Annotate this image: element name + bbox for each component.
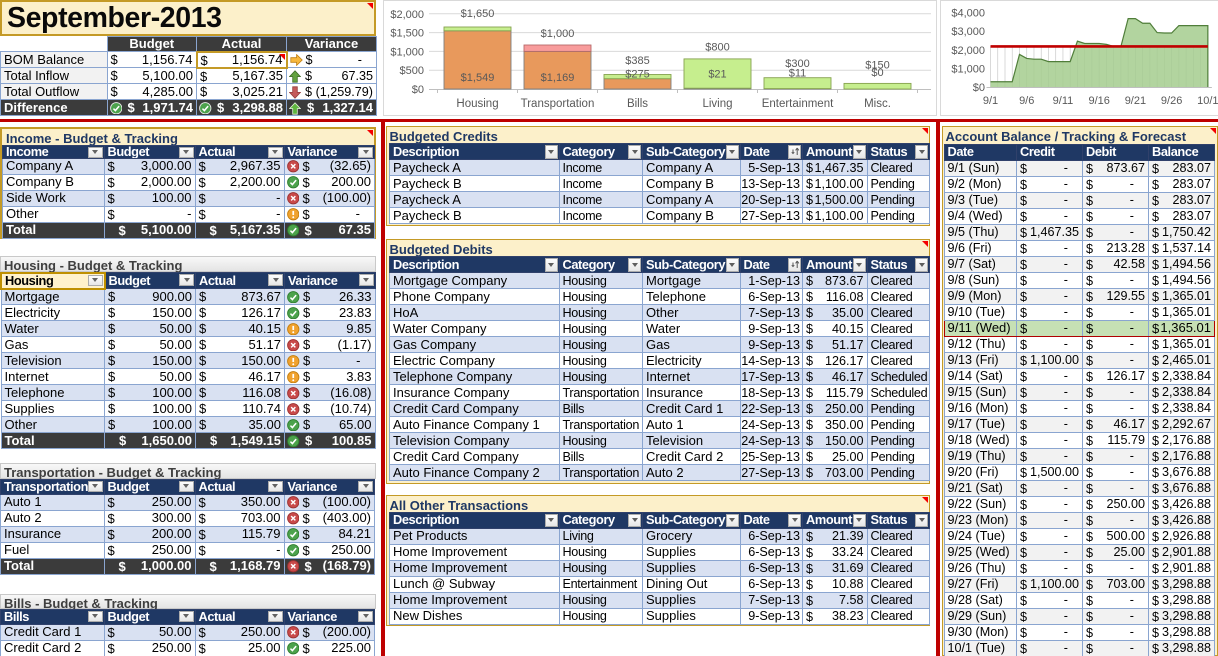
svg-text:$0: $0 [871,67,883,79]
svg-text:9/11: 9/11 [1052,95,1073,107]
svg-text:9/16: 9/16 [1088,95,1109,107]
svg-text:$500: $500 [400,65,424,77]
svg-text:$21: $21 [708,69,726,81]
svg-text:$275: $275 [625,69,649,81]
svg-text:Housing: Housing [456,98,498,110]
svg-text:9/21: 9/21 [1124,95,1145,107]
svg-text:$300: $300 [785,58,809,70]
svg-text:$150: $150 [865,60,889,72]
svg-text:$0: $0 [972,82,984,94]
svg-text:$800: $800 [705,42,729,54]
svg-text:Transportation: Transportation [521,98,595,110]
svg-text:$2,000: $2,000 [951,45,985,57]
svg-text:$1,650: $1,650 [461,8,495,20]
svg-text:$1,549: $1,549 [461,72,495,84]
svg-text:$0: $0 [412,84,424,96]
svg-text:$385: $385 [625,55,649,67]
svg-text:Living: Living [702,98,732,110]
svg-text:$1,000: $1,000 [390,46,424,58]
svg-text:9/26: 9/26 [1160,95,1181,107]
svg-text:$11: $11 [789,68,807,80]
svg-text:$2,000: $2,000 [390,9,424,21]
svg-text:Bills: Bills [627,98,648,110]
svg-text:$1,000: $1,000 [541,28,575,40]
svg-text:$3,000: $3,000 [951,26,985,38]
svg-text:9/1: 9/1 [982,95,997,107]
svg-text:$1,169: $1,169 [541,72,575,84]
svg-text:$4,000: $4,000 [951,8,985,20]
svg-text:Entertainment: Entertainment [762,98,834,110]
svg-text:$1,000: $1,000 [951,63,985,75]
svg-text:9/6: 9/6 [1019,95,1034,107]
svg-text:10/1: 10/1 [1197,95,1218,107]
svg-text:Misc.: Misc. [864,98,891,110]
svg-text:$1,500: $1,500 [390,28,424,40]
